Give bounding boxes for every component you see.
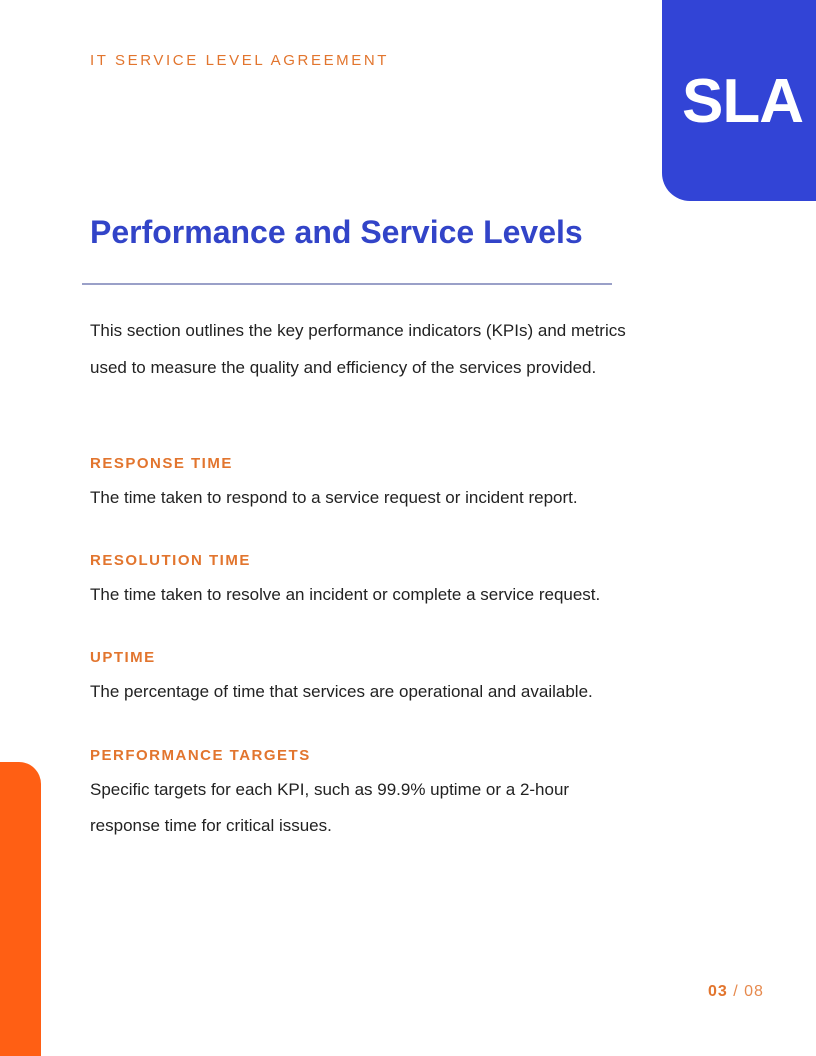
- kpi-item-performance-targets: PERFORMANCE TARGETS Specific targets for…: [90, 747, 590, 844]
- kpi-heading: RESPONSE TIME: [90, 455, 233, 472]
- page-title: Performance and Service Levels: [90, 214, 583, 250]
- current-page: 03: [708, 983, 728, 1000]
- kpi-description: The percentage of time that services are…: [90, 682, 593, 701]
- sla-badge: SLA: [662, 0, 816, 201]
- kpi-item-uptime: UPTIME The percentage of time that servi…: [90, 649, 690, 710]
- kpi-heading: PERFORMANCE TARGETS: [90, 747, 311, 764]
- sla-badge-text: SLA: [682, 67, 804, 136]
- orange-accent-bar: [0, 762, 41, 1056]
- kpi-heading: RESOLUTION TIME: [90, 552, 251, 569]
- kpi-item-resolution-time: RESOLUTION TIME The time taken to resolv…: [90, 552, 690, 613]
- kpi-description: The time taken to respond to a service r…: [90, 488, 578, 507]
- total-pages: 08: [744, 983, 764, 1000]
- title-divider: [82, 283, 612, 285]
- kpi-description: Specific targets for each KPI, such as 9…: [90, 780, 570, 835]
- kpi-heading: UPTIME: [90, 649, 156, 666]
- page-number: 03 / 08: [708, 983, 764, 1001]
- kpi-item-response-time: RESPONSE TIME The time taken to respond …: [90, 455, 690, 516]
- intro-paragraph: This section outlines the key performanc…: [90, 321, 626, 377]
- kpi-description: The time taken to resolve an incident or…: [90, 585, 601, 604]
- page-separator: /: [727, 983, 745, 1000]
- document-eyebrow: IT SERVICE LEVEL AGREEMENT: [90, 52, 390, 69]
